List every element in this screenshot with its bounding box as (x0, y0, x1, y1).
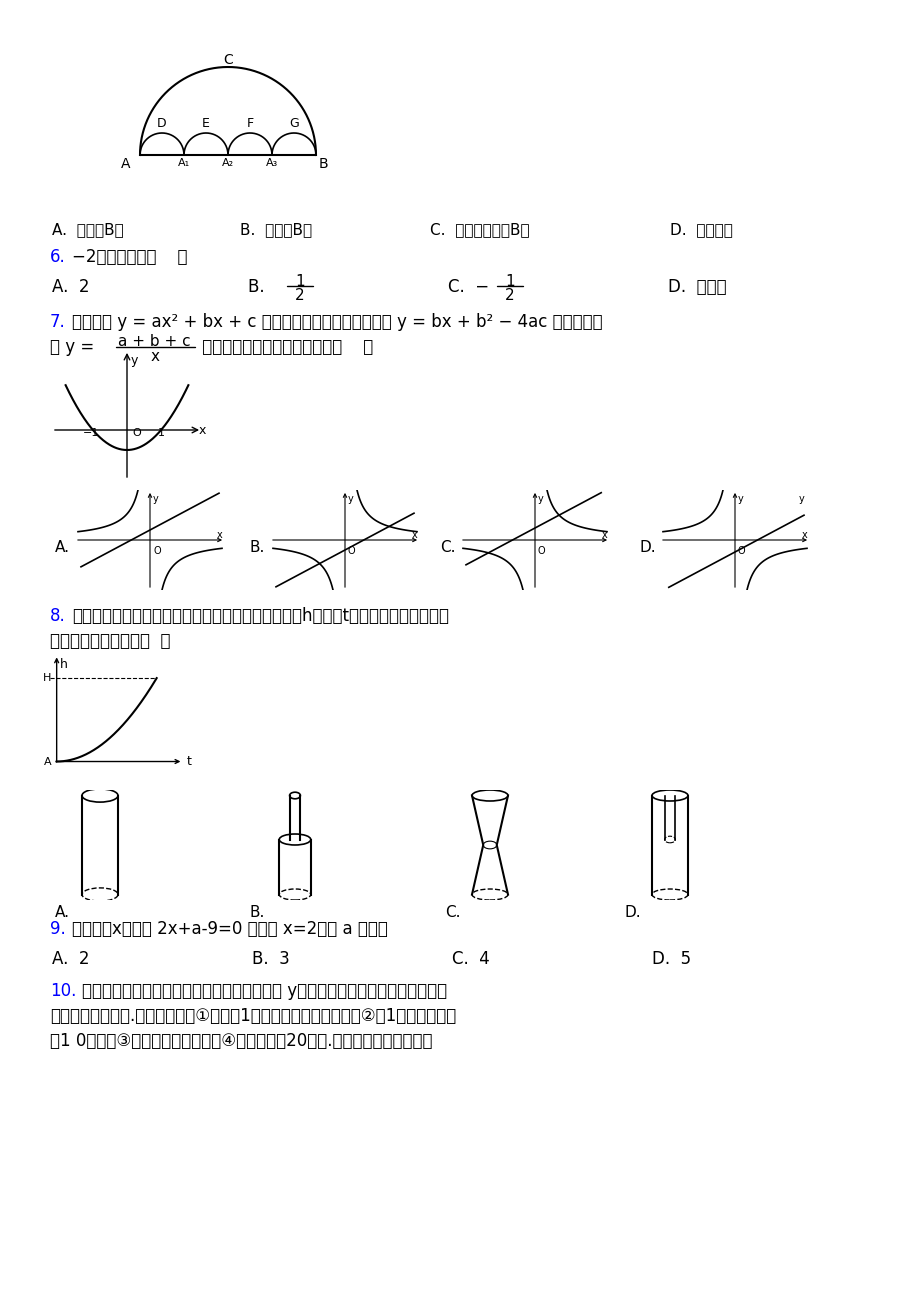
Text: −2的相反数是（    ）: −2的相反数是（ ） (72, 247, 187, 266)
Text: （全程）如图所示.有下列说法：①起跑后1小时内，甲在乙的前面；②第1小时两人都跑: （全程）如图所示.有下列说法：①起跑后1小时内，甲在乙的前面；②第1小时两人都跑 (50, 1006, 456, 1025)
Text: B.: B. (250, 540, 265, 555)
Text: B.: B. (250, 905, 265, 921)
Text: C.: C. (445, 905, 460, 921)
Text: 9.: 9. (50, 921, 65, 937)
Text: B: B (319, 158, 328, 171)
Text: A.  2: A. 2 (52, 950, 89, 967)
Text: D: D (157, 117, 166, 130)
Text: C: C (223, 53, 233, 66)
Text: 6.: 6. (50, 247, 65, 266)
Text: 1: 1 (505, 273, 515, 289)
Text: x: x (151, 349, 159, 365)
Text: D.  无法确定: D. 无法确定 (669, 223, 732, 237)
Text: 已知关于x的方程 2x+a-9=0 的解是 x=2，则 a 的値为: 已知关于x的方程 2x+a-9=0 的解是 x=2，则 a 的値为 (72, 921, 388, 937)
Text: 二次函数 y = ax² + bx + c 的图象如图所示，则一次函数 y = bx + b² − 4ac 与反比例函: 二次函数 y = ax² + bx + c 的图象如图所示，则一次函数 y = … (72, 312, 602, 331)
Text: D.: D. (624, 905, 641, 921)
Text: C.: C. (439, 540, 455, 555)
Text: A.: A. (55, 905, 70, 921)
Text: A₁: A₁ (177, 158, 190, 168)
Text: G: G (289, 117, 299, 130)
Text: 数 y =: 数 y = (50, 339, 99, 355)
Text: A.  甲先到B点: A. 甲先到B点 (52, 223, 124, 237)
Text: D.  不存在: D. 不存在 (667, 279, 726, 296)
Text: A₂: A₂ (221, 158, 233, 168)
Text: 8.: 8. (50, 607, 65, 625)
Text: 均匀的向一个容器内注水，在注水过程中，水面高度h与时间t的函数关系如图所示，: 均匀的向一个容器内注水，在注水过程中，水面高度h与时间t的函数关系如图所示， (72, 607, 448, 625)
Text: 7.: 7. (50, 312, 65, 331)
Text: B.  乙先到B点: B. 乙先到B点 (240, 223, 312, 237)
Text: B.: B. (248, 279, 275, 296)
Text: 2: 2 (295, 288, 304, 303)
Text: 了1 0千米；③甲比乙先到达终点；④两人都跑了20千米.其中正确的说法有（）: 了1 0千米；③甲比乙先到达终点；④两人都跑了20千米.其中正确的说法有（） (50, 1032, 432, 1049)
Text: C.  4: C. 4 (451, 950, 489, 967)
Text: 10.: 10. (50, 982, 76, 1000)
Text: B.  3: B. 3 (252, 950, 289, 967)
Text: D.: D. (640, 540, 656, 555)
Text: E: E (202, 117, 210, 130)
Text: F: F (246, 117, 254, 130)
Text: A.: A. (55, 540, 70, 555)
Text: a + b + c: a + b + c (118, 335, 190, 349)
Text: A.  2: A. 2 (52, 279, 89, 296)
Text: 2: 2 (505, 288, 515, 303)
Text: 1: 1 (295, 273, 304, 289)
Text: 在同一坐标系内的图象大致为（    ）: 在同一坐标系内的图象大致为（ ） (197, 339, 373, 355)
Text: C.  −: C. − (448, 279, 489, 296)
Text: C.  甲、乙同时到B点: C. 甲、乙同时到B点 (429, 223, 529, 237)
Text: A₃: A₃ (266, 158, 278, 168)
Text: 则该容器是下列中的（  ）: 则该容器是下列中的（ ） (50, 631, 170, 650)
Text: D.  5: D. 5 (652, 950, 690, 967)
Text: 在全民健身环城越野赛中，甲乙两选手的行程 y（千米）随时间（时）变化的图象: 在全民健身环城越野赛中，甲乙两选手的行程 y（千米）随时间（时）变化的图象 (82, 982, 447, 1000)
Text: A: A (120, 158, 130, 171)
